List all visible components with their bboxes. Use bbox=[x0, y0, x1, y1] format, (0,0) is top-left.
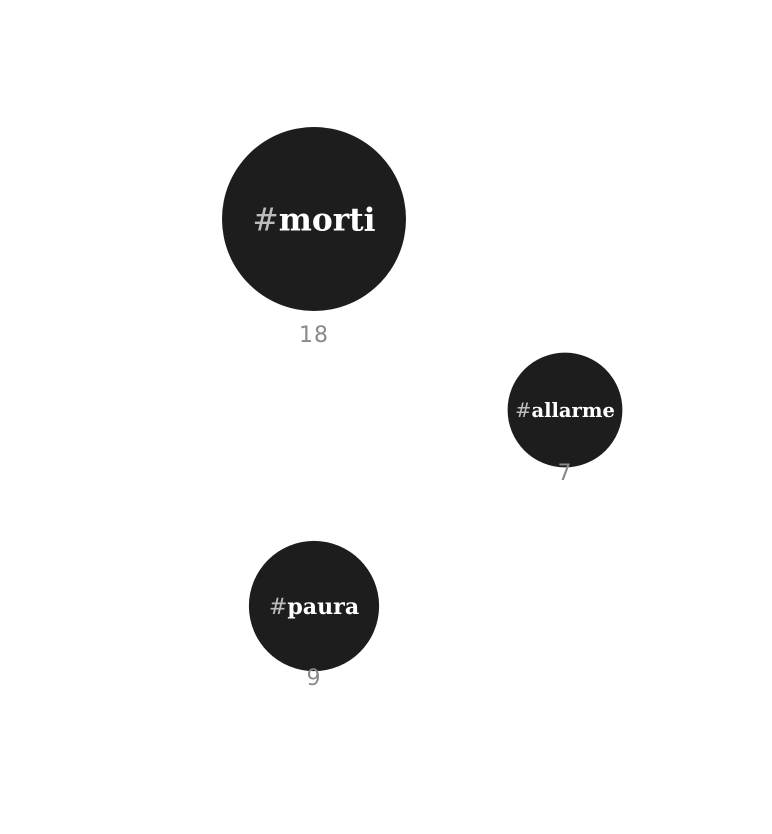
bubble-tag-morti: #morti bbox=[252, 202, 375, 238]
bubble-label-morti: morti bbox=[279, 202, 376, 238]
bubble-hash-allarme: # bbox=[515, 399, 531, 422]
bubble-morti: #morti 18 bbox=[222, 127, 406, 348]
bubble-circle-paura bbox=[248, 540, 380, 672]
bubble-circle-allarme bbox=[507, 352, 623, 468]
bubble-paura: #paura 9 bbox=[248, 540, 380, 691]
bubble-tag-paura: #paura bbox=[269, 594, 359, 620]
bubble-count-paura: 9 bbox=[307, 666, 322, 691]
bubble-allarme: #allarme 7 bbox=[507, 352, 623, 486]
bubble-tag-allarme: #allarme bbox=[515, 399, 615, 422]
bubble-count-morti: 18 bbox=[299, 323, 329, 348]
bubble-count-allarme: 7 bbox=[558, 461, 573, 486]
bubble-label-paura: paura bbox=[287, 594, 359, 620]
bubble-label-allarme: allarme bbox=[531, 399, 614, 422]
bubble-circle-morti bbox=[222, 127, 406, 311]
bubble-hash-morti: # bbox=[252, 202, 278, 238]
bubble-hash-paura: # bbox=[269, 594, 288, 620]
